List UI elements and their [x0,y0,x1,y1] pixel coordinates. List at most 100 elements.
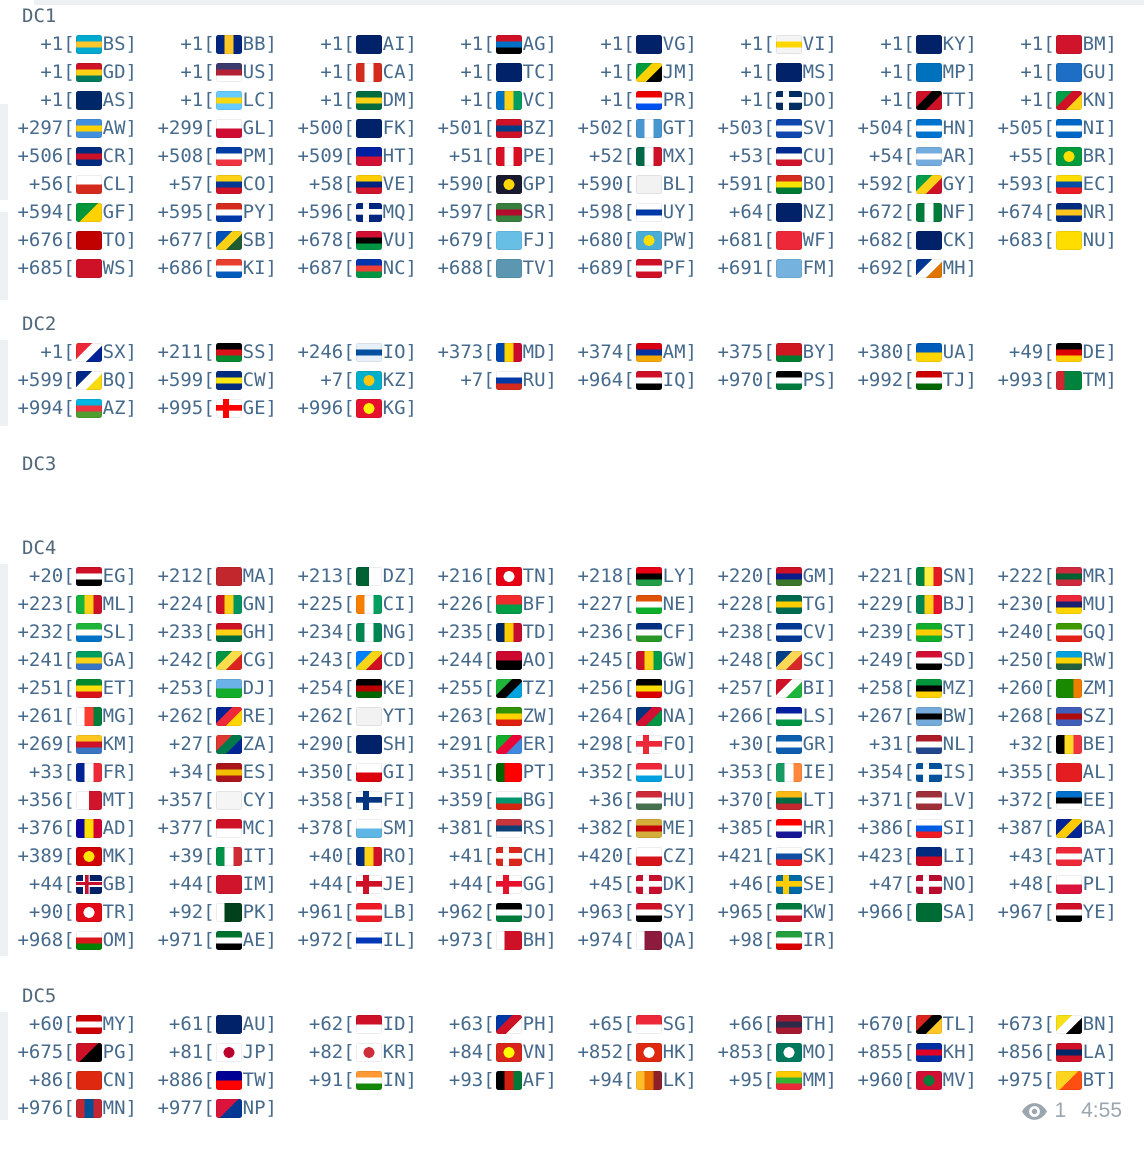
country-code: RO] [382,845,417,867]
flag-icon-ir [775,930,802,950]
country-code: NL] [942,733,977,755]
flag-icon-sk [775,846,802,866]
country-code: PE] [522,145,557,167]
country-code: IT] [242,845,277,867]
dial-code-entry: +503[SV] [700,114,840,142]
dial-code: +691[ [717,257,775,279]
dial-code: +673[ [997,1013,1055,1035]
dial-code-entry: +86[CN] [0,1066,140,1094]
dial-code-entry: +354[IS] [840,758,980,786]
flag-icon-ky [915,34,942,54]
country-code: SY] [662,901,697,923]
dial-code-entry: +228[TG] [700,590,840,618]
country-code: RU] [522,369,557,391]
country-code: NC] [382,257,417,279]
dial-code: +266[ [717,705,775,727]
dial-code: +1[ [40,341,75,363]
country-code: HN] [942,117,977,139]
dial-code-entry: +44[GG] [420,870,560,898]
dial-code-entry: +84[VN] [420,1038,560,1066]
dial-code: +374[ [577,341,635,363]
dial-code-entry: +676[TO] [0,226,140,254]
dial-code-entry: +262[RE] [140,702,280,730]
dial-code: +376[ [17,817,75,839]
flag-icon-ru [495,370,522,390]
dial-code: +1[ [460,89,495,111]
flag-icon-ca [355,62,382,82]
dial-code-entry: +238[CV] [700,618,840,646]
dial-code: +216[ [437,565,495,587]
flag-icon-mu [1055,594,1082,614]
country-code: CI] [382,593,417,615]
flag-icon-wf [775,230,802,250]
flag-icon-mp [915,62,942,82]
dial-code-entry: +262[YT] [280,702,420,730]
flag-icon-bq [75,370,102,390]
dial-code: +996[ [297,397,355,419]
dial-code: +222[ [997,565,1055,587]
dial-code: +599[ [157,369,215,391]
country-code: ET] [102,677,137,699]
country-code: MY] [102,1013,137,1035]
dial-code-entry: +359[BG] [420,786,560,814]
country-code: KR] [382,1041,417,1063]
dial-code: +505[ [997,117,1055,139]
dial-code: +378[ [297,817,355,839]
dial-code-entry: +44[JE] [280,870,420,898]
flag-icon-re [215,706,242,726]
dial-code-entry: +970[PS] [700,366,840,394]
flag-icon-ie [775,762,802,782]
country-code: BW] [942,705,977,727]
country-code: TD] [522,621,557,643]
country-code: GI] [382,761,417,783]
dial-code-entry: +213[DZ] [280,562,420,590]
dial-code: +963[ [577,901,635,923]
country-code: FR] [102,761,137,783]
dial-code: +246[ [297,341,355,363]
flag-icon-iq [635,370,662,390]
dial-code: +590[ [437,173,495,195]
dial-code-entry: +246[IO] [280,338,420,366]
dial-code: +686[ [157,257,215,279]
dial-code: +254[ [297,677,355,699]
dial-code: +53[ [728,145,775,167]
dial-code: +218[ [577,565,635,587]
dial-code-entry: +258[MZ] [840,674,980,702]
country-code: NE] [662,593,697,615]
dial-code: +240[ [997,621,1055,643]
flag-icon-ne [635,594,662,614]
flag-icon-je [355,874,382,894]
dial-code-entry: +590[GP] [420,170,560,198]
dial-code: +256[ [577,677,635,699]
country-code: YT] [382,705,417,727]
country-code: CV] [802,621,837,643]
bubble-left-edge [0,212,8,300]
dial-code-entry: +967[YE] [980,898,1120,926]
flag-icon-cu [775,146,802,166]
flag-icon-tr [75,902,102,922]
flag-icon-ng [355,622,382,642]
dial-code: +235[ [437,621,495,643]
dial-code: +249[ [857,649,915,671]
country-code: KY] [942,33,977,55]
flag-icon-gu [1055,62,1082,82]
dial-code-entry: +98[IR] [700,926,840,954]
dial-code: +7[ [320,369,355,391]
country-code: SX] [102,341,137,363]
dial-code: +968[ [17,929,75,951]
flag-icon-sz [1055,706,1082,726]
dial-code-entry: +688[TV] [420,254,560,282]
flag-icon-ee [1055,790,1082,810]
dial-code: +84[ [448,1041,495,1063]
flag-icon-lu [635,762,662,782]
dial-code: +599[ [17,369,75,391]
dial-code: +45[ [588,873,635,895]
country-code: IE] [802,761,837,783]
dial-code-entry: +681[WF] [700,226,840,254]
country-code: NA] [662,705,697,727]
dial-code: +1[ [600,61,635,83]
country-code: JM] [662,61,697,83]
dial-code-entry: +1[PR] [560,86,700,114]
country-code: NF] [942,201,977,223]
country-code: GA] [102,649,137,671]
